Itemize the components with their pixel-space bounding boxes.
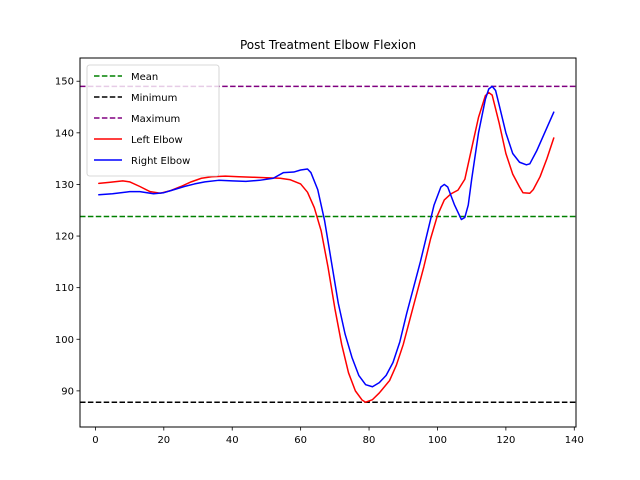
- legend-label: Mean: [131, 72, 158, 83]
- series-line-left-elbow: [98, 91, 555, 403]
- x-tick-label: 80: [363, 435, 376, 446]
- legend-label: Left Elbow: [131, 135, 183, 146]
- y-tick-label: 110: [55, 283, 74, 294]
- x-tick-label: 100: [428, 435, 447, 446]
- x-tick-label: 60: [294, 435, 307, 446]
- y-tick-label: 100: [55, 335, 74, 346]
- legend-label: Maximum: [131, 114, 180, 125]
- x-tick-label: 0: [92, 435, 98, 446]
- chart-title: Post Treatment Elbow Flexion: [240, 38, 416, 52]
- x-tick-label: 120: [496, 435, 515, 446]
- legend-box: [86, 64, 220, 177]
- x-tick-label: 40: [226, 435, 239, 446]
- legend-label: Right Elbow: [131, 156, 190, 167]
- legend-label: Minimum: [131, 93, 177, 104]
- y-tick-label: 150: [55, 77, 74, 88]
- legend: Mean Minimum Maximum Left Elbow Right Elbow: [86, 64, 220, 177]
- x-axis: 0 20 40 60 80 100 120 140: [92, 427, 584, 446]
- x-tick-label: 20: [157, 435, 170, 446]
- y-tick-label: 120: [55, 232, 74, 243]
- y-tick-label: 130: [55, 180, 74, 191]
- x-tick-label: 140: [565, 435, 584, 446]
- axes-frame: [79, 57, 577, 428]
- y-tick-label: 90: [61, 386, 74, 397]
- y-axis: 90 100 110 120 130 140 150: [55, 77, 80, 397]
- y-tick-label: 140: [55, 128, 74, 139]
- series-line-right-elbow: [98, 85, 555, 388]
